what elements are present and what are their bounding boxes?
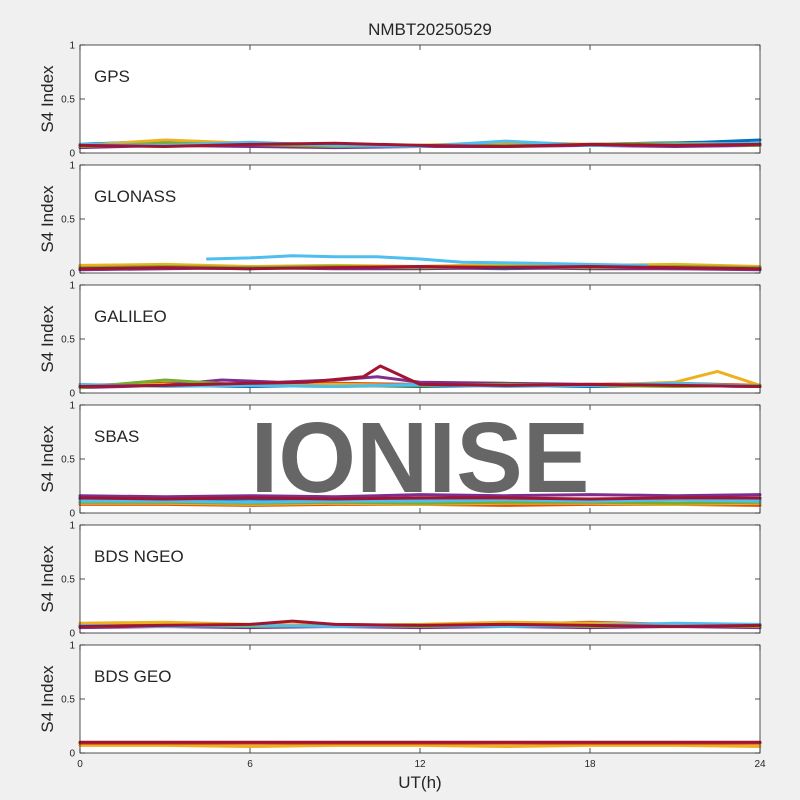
panel-galileo: 0 0.5 1 GALILEO S4 Index [38,281,762,400]
x-tick-label: 24 [754,759,766,770]
y-tick-label: 0 [69,389,75,400]
panel-title: SBAS [94,427,139,446]
panel-title: GLONASS [94,187,176,206]
y-axis-label: S4 Index [38,65,57,133]
panel-gps: 0 0.5 1 GPS S4 Index [38,41,762,160]
plot-area [80,645,760,753]
panel-title: GALILEO [94,307,167,326]
y-tick-label: 1 [69,161,75,172]
y-tick-label: 1 [69,641,75,652]
y-axis-label: S4 Index [38,665,57,733]
y-axis-label: S4 Index [38,545,57,613]
watermark: IONISE [251,402,590,514]
series-line-7 [78,364,762,388]
y-tick-label: 1 [69,401,75,412]
y-tick-label: 0.5 [61,95,75,106]
panel-bds-geo: 0 0.5 1 0 6 12 18 24 BDS GEO S4 Index [38,641,766,771]
plot-area [80,45,760,153]
x-tick-label: 18 [584,759,596,770]
y-tick-label: 0.5 [61,455,75,466]
panel-title: GPS [94,67,130,86]
plot-area [80,165,760,273]
y-tick-label: 1 [69,281,75,292]
y-axis-label: S4 Index [38,425,57,493]
y-tick-label: 1 [69,41,75,52]
series-line-7 [78,496,762,501]
panels: 0 0.5 1 GPS S4 Index 0 0.5 1 GLONASS S4 Index 0 0.5… [38,41,766,771]
y-tick-label: 0 [69,629,75,640]
panel-bds-ngeo: 0 0.5 1 BDS NGEO S4 Index [38,521,762,640]
y-axis-label: S4 Index [38,185,57,253]
y-tick-label: 0 [69,749,75,760]
y-tick-label: 0.5 [61,215,75,226]
series-line-7 [78,265,762,271]
panel-sbas: 0 0.5 1 SBAS S4 Index [38,401,762,520]
y-tick-label: 0 [69,269,75,280]
y-axis-label: S4 Index [38,305,57,373]
series-line-7 [78,619,762,628]
y-tick-label: 0.5 [61,335,75,346]
plot-area [80,285,760,393]
plot-area [80,525,760,633]
y-tick-label: 1 [69,521,75,532]
panel-title: BDS GEO [94,667,171,686]
y-tick-label: 0.5 [61,575,75,586]
series-line-6 [206,254,649,267]
figure-title: NMBT20250529 [368,20,492,39]
y-tick-label: 0 [69,509,75,520]
series-line-4 [78,493,762,499]
series-line-1 [78,743,762,748]
panel-glonass: 0 0.5 1 GLONASS S4 Index [38,161,762,280]
x-tick-label: 0 [77,759,83,770]
x-axis-label: UT(h) [398,773,441,792]
y-tick-label: 0.5 [61,695,75,706]
series-line-6 [78,498,762,504]
x-tick-label: 12 [414,759,426,770]
y-tick-label: 0 [69,149,75,160]
x-tick-label: 6 [247,759,253,770]
panel-title: BDS NGEO [94,547,184,566]
series-line-7 [78,141,762,148]
